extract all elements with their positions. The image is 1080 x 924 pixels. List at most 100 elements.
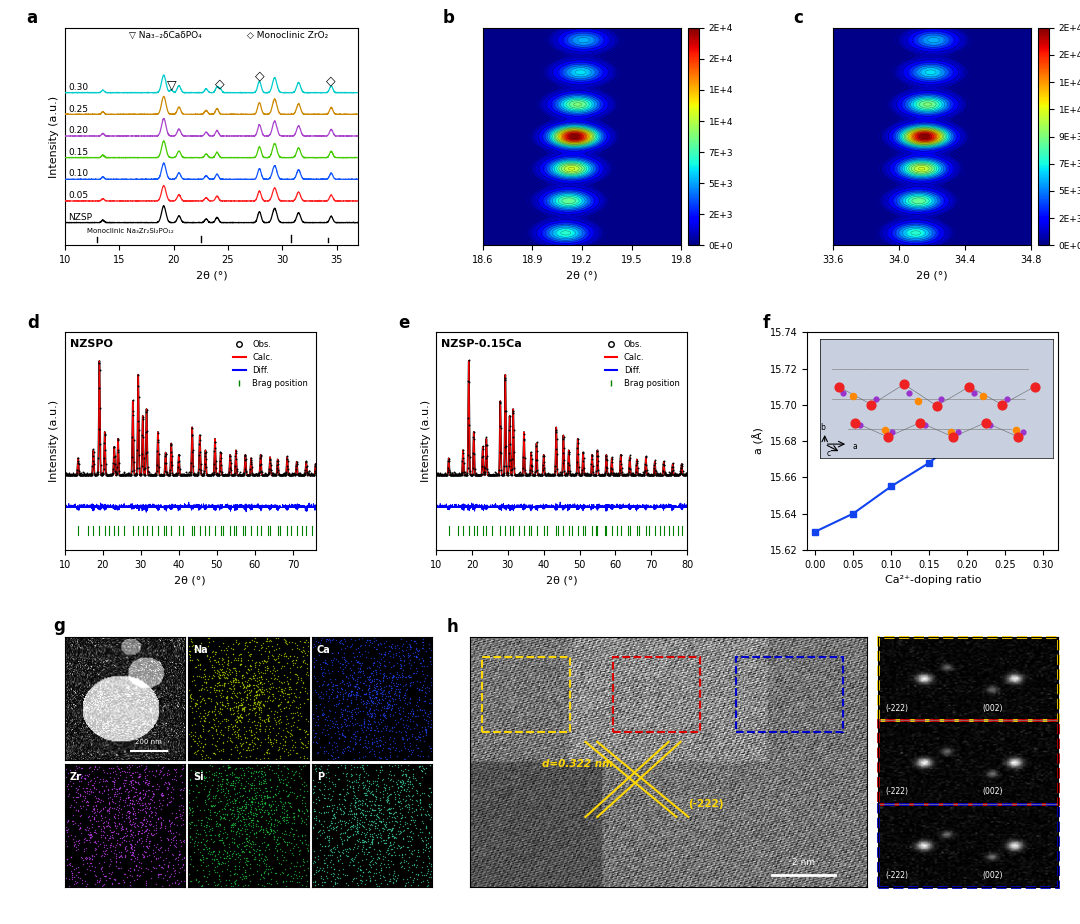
- Point: [195, 770, 213, 784]
- Point: [351, 645, 368, 660]
- Point: [111, 836, 129, 851]
- Point: [152, 467, 170, 481]
- Point: [346, 679, 363, 694]
- Point: [80, 467, 97, 481]
- Point: [373, 750, 390, 765]
- Y-axis label: Intensity (a.u.): Intensity (a.u.): [50, 95, 59, 177]
- Point: [244, 810, 261, 825]
- Point: [422, 741, 440, 756]
- Point: [347, 823, 364, 838]
- Point: [284, 693, 301, 708]
- Point: [134, 783, 151, 797]
- Point: [195, 824, 213, 839]
- Point: [258, 813, 275, 828]
- Point: [333, 629, 350, 644]
- Point: [334, 691, 351, 706]
- Point: [380, 821, 397, 836]
- Point: [327, 677, 345, 692]
- Point: [339, 878, 356, 893]
- Point: [79, 833, 96, 847]
- Point: [339, 815, 356, 830]
- Point: [280, 467, 297, 481]
- Point: [337, 668, 354, 683]
- Point: [254, 672, 271, 687]
- Point: [400, 741, 417, 756]
- Point: [81, 467, 98, 481]
- Point: [291, 700, 308, 715]
- Point: [106, 872, 123, 887]
- Point: [208, 466, 226, 480]
- Point: [231, 657, 248, 672]
- Point: [120, 777, 137, 792]
- Point: [117, 808, 134, 822]
- Point: [477, 437, 495, 452]
- Point: [254, 685, 271, 699]
- Point: [231, 761, 248, 776]
- Point: [242, 723, 259, 737]
- Point: [490, 463, 508, 478]
- Point: [336, 702, 353, 717]
- Point: [170, 465, 187, 480]
- Point: [546, 463, 564, 478]
- Point: [404, 874, 421, 889]
- Point: [498, 465, 515, 480]
- Point: [212, 724, 229, 739]
- Point: [367, 731, 384, 746]
- Point: [162, 822, 179, 837]
- Point: [238, 842, 255, 857]
- Point: [160, 468, 177, 483]
- Point: [276, 735, 294, 749]
- Point: [207, 768, 225, 783]
- Point: [392, 711, 409, 725]
- Point: [130, 819, 147, 833]
- Point: [252, 703, 269, 718]
- Point: [125, 854, 143, 869]
- Point: [396, 709, 414, 723]
- Point: [350, 825, 367, 840]
- Point: [221, 448, 239, 463]
- Point: [242, 701, 259, 716]
- Point: [288, 746, 306, 760]
- Point: [312, 817, 329, 832]
- Point: [612, 456, 630, 471]
- Point: [526, 468, 543, 482]
- Point: [79, 757, 96, 772]
- Point: [232, 728, 249, 743]
- Point: [373, 734, 390, 748]
- Point: [334, 665, 351, 680]
- Point: [351, 704, 368, 719]
- Point: [117, 792, 134, 807]
- Point: [595, 468, 612, 483]
- Point: [297, 454, 314, 468]
- Point: [586, 468, 604, 483]
- Point: [86, 468, 104, 482]
- Point: [136, 762, 153, 777]
- Point: [442, 468, 459, 483]
- Point: [319, 865, 336, 880]
- Point: [218, 757, 235, 772]
- Point: [224, 767, 241, 782]
- Point: [349, 794, 366, 808]
- Point: [569, 432, 586, 446]
- Point: [404, 745, 421, 760]
- Point: [349, 797, 366, 812]
- Point: [248, 730, 266, 745]
- Point: [133, 826, 150, 841]
- Point: [390, 649, 407, 663]
- Point: [144, 805, 161, 820]
- Point: [220, 662, 238, 676]
- Point: [352, 809, 369, 824]
- Point: [648, 468, 665, 483]
- Point: [205, 467, 222, 481]
- Point: [349, 791, 366, 806]
- Point: [245, 671, 262, 686]
- Point: [152, 817, 170, 832]
- Point: [380, 780, 397, 795]
- Point: [352, 656, 369, 671]
- Point: [174, 851, 191, 866]
- Point: [271, 697, 288, 711]
- Point: [414, 654, 431, 669]
- Point: [177, 468, 194, 483]
- Point: [276, 468, 294, 483]
- Point: [464, 445, 482, 460]
